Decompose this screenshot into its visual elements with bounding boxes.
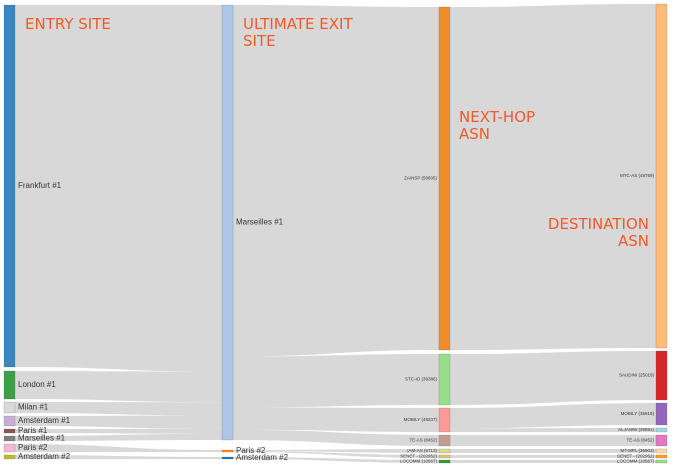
node-label-dest-saudi: SAUDINI (25019) xyxy=(619,373,655,378)
flow-link-paris2-to-senet_nh[interactable] xyxy=(233,451,439,458)
flow-link-mobily_nh-to-mobily_d[interactable] xyxy=(450,403,656,429)
node-nexthop-mobily_nh[interactable] xyxy=(438,407,451,433)
node-dest-saudi[interactable] xyxy=(655,350,668,401)
node-label-nexthop-zain: ZAINSP (59605) xyxy=(404,176,437,181)
node-label-entry-amsterdam1: Amsterdam #1 xyxy=(18,416,71,425)
node-label-exit-paris2: Paris #2 xyxy=(236,446,266,455)
node-entry-paris2e[interactable] xyxy=(3,443,16,453)
flow-links xyxy=(15,4,656,463)
flow-link-iam-to-mtmpl[interactable] xyxy=(450,449,656,453)
node-label-dest-mtc: MTC-AS (49759) xyxy=(620,173,655,178)
node-dest-mobily_d[interactable] xyxy=(655,402,668,426)
node-label-entry-milan1: Milan #1 xyxy=(18,403,49,412)
node-label-dest-mobily_d: MOBILY (35819) xyxy=(621,411,655,416)
column-title-nexthop-line-2: ASN xyxy=(459,125,490,143)
node-dest-locomm_d[interactable] xyxy=(655,459,668,464)
flow-nodes xyxy=(3,3,668,464)
column-title-entry: ENTRY SITE xyxy=(25,15,111,33)
flow-link-milan1-to-marseilles1[interactable] xyxy=(15,402,222,416)
node-entry-london1[interactable] xyxy=(3,370,16,400)
node-label-entry-london1: London #1 xyxy=(18,380,56,389)
flow-link-paris1-to-marseilles1[interactable] xyxy=(15,428,222,434)
flow-link-amsterdam2-to-locomm_nh[interactable] xyxy=(233,457,439,463)
node-label-dest-senet_d: SENET - (202952) xyxy=(617,454,654,459)
flow-link-te_nh-to-te_d[interactable] xyxy=(450,435,656,446)
flow-link-senet_nh-to-senet_d[interactable] xyxy=(450,455,656,458)
node-entry-amsterdam2e[interactable] xyxy=(3,454,16,460)
column-title-dest-line-2: ASN xyxy=(618,232,649,250)
node-label-exit-amsterdam2: Amsterdam #2 xyxy=(236,453,289,462)
node-label-entry-paris1: Paris #1 xyxy=(18,426,48,435)
flow-link-amsterdam2e-to-amsterdam2[interactable] xyxy=(15,455,222,459)
node-nexthop-senet_nh[interactable] xyxy=(438,454,451,459)
flow-link-marseilles1-to-stc[interactable] xyxy=(233,354,439,408)
column-title-dest: DESTINATION ASN xyxy=(548,215,649,250)
flow-link-paris2-to-iam[interactable] xyxy=(233,449,439,453)
node-label-entry-amsterdam2e: Amsterdam #2 xyxy=(18,452,71,461)
node-entry-frankfurt1[interactable] xyxy=(3,4,16,368)
node-dest-aljawwal[interactable] xyxy=(655,427,668,433)
node-label-entry-frankfurt1: Frankfurt #1 xyxy=(18,181,62,190)
node-nexthop-iam[interactable] xyxy=(438,448,451,454)
node-entry-amsterdam1[interactable] xyxy=(3,415,16,427)
node-label-nexthop-te_nh: TE-AS (8452) xyxy=(409,438,437,443)
node-nexthop-zain[interactable] xyxy=(438,6,451,351)
node-nexthop-stc[interactable] xyxy=(438,353,451,406)
column-title-exit-line-1: ULTIMATE EXIT xyxy=(243,15,353,33)
flow-link-london1-to-marseilles1[interactable] xyxy=(15,371,222,403)
column-title-dest-line-1: DESTINATION xyxy=(548,215,649,233)
node-entry-paris1[interactable] xyxy=(3,428,16,434)
node-label-dest-mtmpl: MT-MPL (36903) xyxy=(620,448,654,453)
node-label-exit-marseilles1: Marseilles #1 xyxy=(236,218,284,227)
node-label-nexthop-locomm_nh: LOCOMM (10567) xyxy=(400,459,438,464)
node-dest-senet_d[interactable] xyxy=(655,454,668,459)
flow-link-locomm_nh-to-locomm_d[interactable] xyxy=(450,460,656,463)
column-title-nexthop: NEXT-HOP ASN xyxy=(459,108,535,143)
column-title-exit-line-2: SITE xyxy=(243,32,276,50)
node-nexthop-te_nh[interactable] xyxy=(438,434,451,447)
column-title-nexthop-line-1: NEXT-HOP xyxy=(459,108,535,126)
flow-link-stc-to-saudi[interactable] xyxy=(450,351,656,405)
node-label-dest-te_d: TE-AS (8452) xyxy=(626,438,654,443)
flow-link-marseilles1e-to-marseilles1[interactable] xyxy=(15,433,222,441)
node-label-nexthop-stc: STC-IO (39386) xyxy=(405,377,438,382)
node-dest-mtmpl[interactable] xyxy=(655,448,668,454)
column-title-exit: ULTIMATE EXIT SITE xyxy=(243,15,353,50)
flow-link-mobily_nh-to-aljawwal[interactable] xyxy=(450,428,656,432)
flow-link-zain-to-mtc[interactable] xyxy=(450,4,656,350)
flow-link-marseilles1-to-te_nh[interactable] xyxy=(233,429,439,446)
flow-link-marseilles1-to-zain[interactable] xyxy=(233,5,439,357)
flow-link-amsterdam1-to-marseilles1[interactable] xyxy=(15,415,222,429)
node-label-nexthop-mobily_nh: MOBILY (48237) xyxy=(404,417,438,422)
node-entry-milan1[interactable] xyxy=(3,401,16,414)
flow-link-frankfurt1-to-marseilles1[interactable] xyxy=(15,5,222,372)
flow-link-marseilles1-to-mobily_nh[interactable] xyxy=(233,407,439,432)
node-label-entry-paris2e: Paris #2 xyxy=(18,443,48,452)
node-nexthop-locomm_nh[interactable] xyxy=(438,459,451,464)
node-dest-te_d[interactable] xyxy=(655,434,668,447)
node-exit-marseilles1[interactable] xyxy=(221,4,234,441)
node-labels: Frankfurt #1 London #1 Milan #1 Amsterdam #… xyxy=(18,173,654,464)
node-label-entry-marseilles1e: Marseilles #1 xyxy=(18,434,66,443)
node-label-dest-locomm_d: LOCOMM (10567) xyxy=(617,459,655,464)
node-label-dest-aljawwal: ALJAWW (39891) xyxy=(618,427,654,432)
node-entry-marseilles1e[interactable] xyxy=(3,435,16,442)
node-label-nexthop-senet_nh: SENET - (202952) xyxy=(400,454,437,459)
flow-link-paris2e-to-paris2[interactable] xyxy=(15,444,222,452)
column-title-entry-line-1: ENTRY SITE xyxy=(25,15,111,33)
node-dest-mtc[interactable] xyxy=(655,3,668,349)
node-label-nexthop-iam: IAM-AS (6713) xyxy=(407,448,437,453)
